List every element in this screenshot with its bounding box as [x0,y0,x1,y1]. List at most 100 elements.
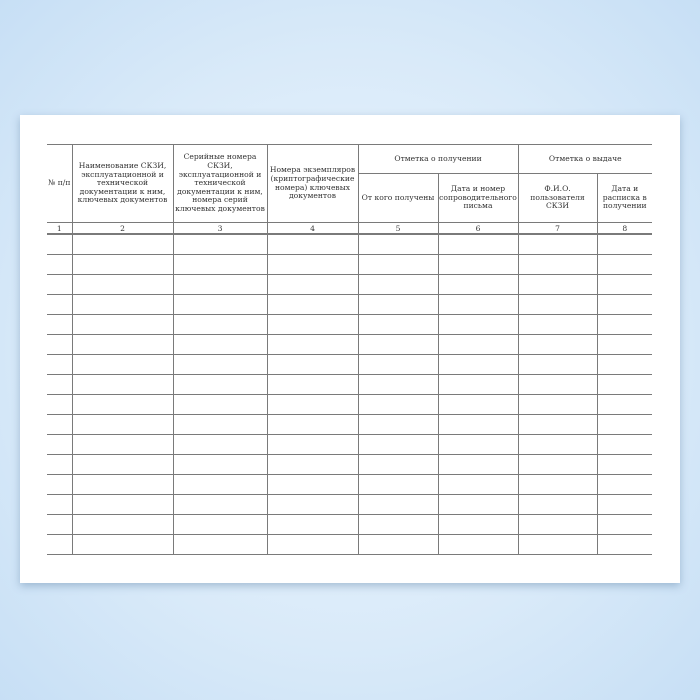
table-cell[interactable] [172,434,268,455]
table-cell[interactable] [47,314,73,335]
table-cell[interactable] [437,354,519,375]
table-cell[interactable] [172,514,268,535]
table-cell[interactable] [71,354,174,375]
table-cell[interactable] [71,454,174,475]
table-cell[interactable] [71,274,174,295]
table-cell[interactable] [357,334,439,355]
table-cell[interactable] [266,314,359,335]
table-cell[interactable] [357,314,439,335]
table-cell[interactable] [517,374,598,395]
table-cell[interactable] [172,274,268,295]
table-cell[interactable] [47,514,73,535]
table-cell[interactable] [266,494,359,515]
table-cell[interactable] [71,294,174,315]
table-cell[interactable] [596,254,653,275]
table-cell[interactable] [71,514,174,535]
table-cell[interactable] [172,474,268,495]
table-cell[interactable] [266,394,359,415]
table-cell[interactable] [357,534,439,555]
table-cell[interactable] [47,434,73,455]
table-cell[interactable] [71,414,174,435]
table-cell[interactable] [517,534,598,555]
table-cell[interactable] [437,474,519,495]
table-cell[interactable] [517,394,598,415]
table-cell[interactable] [596,454,653,475]
table-cell[interactable] [357,494,439,515]
table-cell[interactable] [596,394,653,415]
table-cell[interactable] [357,354,439,375]
table-cell[interactable] [437,294,519,315]
table-cell[interactable] [172,254,268,275]
table-cell[interactable] [517,314,598,335]
table-cell[interactable] [437,233,519,255]
table-cell[interactable] [172,534,268,555]
table-cell[interactable] [357,233,439,255]
table-cell[interactable] [596,474,653,495]
table-cell[interactable] [357,274,439,295]
table-cell[interactable] [517,354,598,375]
table-cell[interactable] [47,233,73,255]
table-cell[interactable] [172,294,268,315]
table-cell[interactable] [357,254,439,275]
table-cell[interactable] [357,434,439,455]
table-cell[interactable] [47,254,73,275]
table-cell[interactable] [357,414,439,435]
table-cell[interactable] [517,274,598,295]
table-cell[interactable] [172,354,268,375]
table-cell[interactable] [266,414,359,435]
table-cell[interactable] [71,233,174,255]
table-cell[interactable] [266,454,359,475]
table-cell[interactable] [596,434,653,455]
table-cell[interactable] [71,374,174,395]
table-cell[interactable] [47,474,73,495]
table-cell[interactable] [437,334,519,355]
table-cell[interactable] [596,534,653,555]
table-cell[interactable] [357,394,439,415]
table-cell[interactable] [437,254,519,275]
table-cell[interactable] [517,233,598,255]
table-cell[interactable] [172,394,268,415]
table-cell[interactable] [71,334,174,355]
table-cell[interactable] [71,314,174,335]
table-cell[interactable] [517,254,598,275]
table-cell[interactable] [47,374,73,395]
table-cell[interactable] [266,514,359,535]
table-cell[interactable] [437,534,519,555]
table-cell[interactable] [437,414,519,435]
table-cell[interactable] [71,254,174,275]
table-cell[interactable] [596,294,653,315]
table-cell[interactable] [47,454,73,475]
table-cell[interactable] [517,514,598,535]
table-cell[interactable] [437,394,519,415]
table-cell[interactable] [357,294,439,315]
table-cell[interactable] [596,314,653,335]
table-cell[interactable] [266,254,359,275]
table-cell[interactable] [357,474,439,495]
table-cell[interactable] [71,434,174,455]
table-cell[interactable] [596,334,653,355]
table-cell[interactable] [47,294,73,315]
table-cell[interactable] [47,274,73,295]
table-cell[interactable] [517,494,598,515]
table-cell[interactable] [437,494,519,515]
table-cell[interactable] [71,394,174,415]
table-cell[interactable] [517,334,598,355]
table-cell[interactable] [71,494,174,515]
table-cell[interactable] [71,474,174,495]
table-cell[interactable] [172,314,268,335]
table-cell[interactable] [437,274,519,295]
table-cell[interactable] [266,334,359,355]
table-cell[interactable] [596,514,653,535]
table-cell[interactable] [172,454,268,475]
table-cell[interactable] [437,514,519,535]
table-cell[interactable] [172,494,268,515]
table-cell[interactable] [266,534,359,555]
table-cell[interactable] [47,414,73,435]
table-cell[interactable] [357,454,439,475]
table-cell[interactable] [596,233,653,255]
table-cell[interactable] [266,474,359,495]
table-cell[interactable] [266,354,359,375]
table-cell[interactable] [596,374,653,395]
table-cell[interactable] [517,474,598,495]
table-cell[interactable] [266,374,359,395]
